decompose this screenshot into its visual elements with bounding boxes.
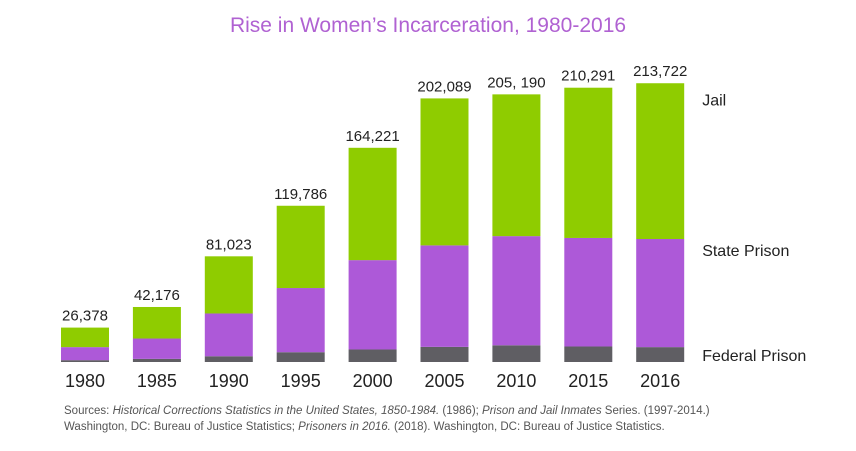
source-line-2a: Washington, DC: Bureau of Justice Statis… — [64, 421, 299, 433]
legend-label: State Prison — [702, 243, 789, 260]
bar-segment-state-prison — [420, 245, 469, 347]
source-part-3: Series. (1997-2014.) — [601, 405, 710, 417]
x-tick-label: 1985 — [137, 371, 177, 391]
source-line-2b: (2018). Washington, DC: Bureau of Justic… — [390, 421, 665, 433]
bar-segment-state-prison — [564, 237, 613, 347]
bar-segment-jail — [492, 94, 541, 237]
bar-segment-federal-prison — [348, 349, 397, 362]
bar-segment-jail — [61, 327, 109, 348]
legend-label: Jail — [702, 92, 726, 109]
source-title-3: Prisoners in 2016. — [298, 421, 391, 433]
source-title-2: Prison and Jail Inmates — [482, 405, 602, 417]
legend-label: Federal Prison — [702, 348, 806, 365]
bar-segment-jail — [276, 205, 325, 289]
x-tick-label: 1990 — [209, 371, 249, 391]
bar-segment-jail — [348, 147, 397, 261]
bar-segment-state-prison — [204, 313, 253, 357]
bar-segment-state-prison — [61, 347, 109, 361]
bar-segment-state-prison — [636, 239, 685, 348]
bar-segment-federal-prison — [492, 345, 541, 362]
bar-segment-federal-prison — [132, 358, 181, 362]
x-tick-label: 2000 — [353, 371, 393, 391]
bar-segment-federal-prison — [276, 352, 325, 362]
total-label: 164,221 — [345, 128, 399, 145]
bar-segment-jail — [636, 83, 685, 239]
bar-chart: 26,378 1980 42,176 1985 81,023 1990 119,786 199… — [61, 63, 806, 391]
total-label: 210,291 — [561, 68, 615, 85]
total-label: 213,722 — [633, 63, 687, 80]
total-label: 81,023 — [206, 236, 252, 253]
source-prefix: Sources: — [64, 405, 113, 417]
bar-segment-jail — [132, 306, 181, 339]
bar-segment-federal-prison — [420, 346, 469, 362]
total-label: 205, 190 — [487, 74, 545, 91]
sources-note: Sources: Historical Corrections Statisti… — [64, 403, 844, 435]
chart-title: Rise in Women’s Incarceration, 1980-2016 — [229, 14, 627, 37]
bar-segment-jail — [564, 87, 613, 238]
total-label: 119,786 — [274, 186, 327, 203]
source-title-1: Historical Corrections Statistics in the… — [112, 405, 440, 417]
bar-segment-state-prison — [492, 236, 541, 346]
bar-segment-state-prison — [276, 288, 325, 353]
x-tick-label: 2016 — [640, 371, 680, 391]
x-tick-label: 2010 — [496, 371, 536, 391]
bar-segment-jail — [204, 256, 253, 314]
source-part-2: (1986); — [439, 405, 483, 417]
bar-segment-federal-prison — [636, 347, 685, 362]
x-tick-label: 1980 — [65, 371, 105, 391]
bar-segment-federal-prison — [564, 346, 613, 362]
bar-segment-federal-prison — [204, 356, 253, 362]
bar-segment-state-prison — [348, 260, 397, 350]
bar-segment-federal-prison — [61, 360, 109, 362]
x-tick-label: 2015 — [568, 371, 608, 391]
total-label: 26,378 — [62, 308, 108, 325]
bar-segment-state-prison — [132, 338, 181, 359]
total-label: 42,176 — [134, 287, 180, 304]
x-tick-label: 1995 — [281, 371, 321, 391]
x-tick-label: 2005 — [424, 371, 464, 391]
total-label: 202,089 — [417, 78, 471, 95]
bar-segment-jail — [420, 98, 469, 246]
